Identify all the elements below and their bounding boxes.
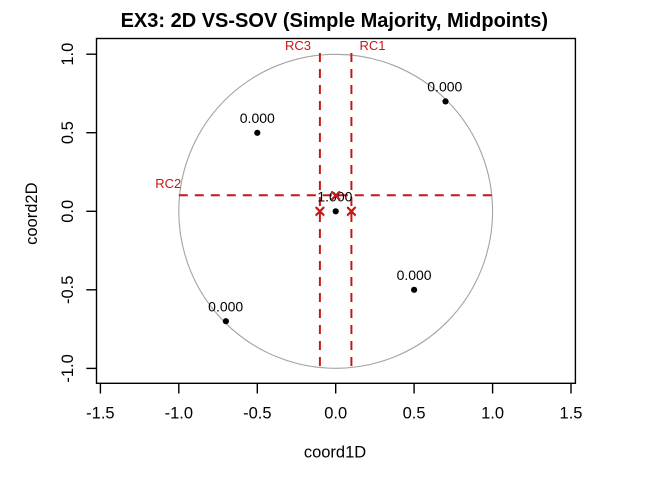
svg-text:0.5: 0.5 [59, 121, 77, 144]
svg-text:1.5: 1.5 [560, 405, 583, 423]
svg-text:-1.5: -1.5 [86, 405, 114, 423]
svg-text:-0.5: -0.5 [59, 276, 77, 304]
svg-text:0.000: 0.000 [208, 299, 243, 315]
svg-text:0.5: 0.5 [403, 405, 426, 423]
svg-text:1.0: 1.0 [59, 43, 77, 66]
svg-text:1.0: 1.0 [481, 405, 504, 423]
svg-text:0.0: 0.0 [59, 200, 77, 223]
svg-text:coord1D: coord1D [304, 444, 366, 462]
svg-text:EX3: 2D VS-SOV (Simple Majorit: EX3: 2D VS-SOV (Simple Majority, Midpoin… [121, 10, 548, 32]
svg-text:-0.5: -0.5 [243, 405, 271, 423]
svg-text:0.000: 0.000 [240, 110, 275, 126]
svg-text:RC2: RC2 [155, 176, 181, 191]
svg-text:0.000: 0.000 [427, 79, 462, 95]
svg-text:0.000: 0.000 [397, 267, 432, 283]
svg-text:RC1: RC1 [360, 38, 386, 53]
svg-text:0.0: 0.0 [324, 405, 347, 423]
svg-text:-1.0: -1.0 [59, 354, 77, 382]
svg-text:RC3: RC3 [285, 38, 311, 53]
svg-text:-1.0: -1.0 [165, 405, 193, 423]
svg-text:coord2D: coord2D [23, 182, 41, 244]
